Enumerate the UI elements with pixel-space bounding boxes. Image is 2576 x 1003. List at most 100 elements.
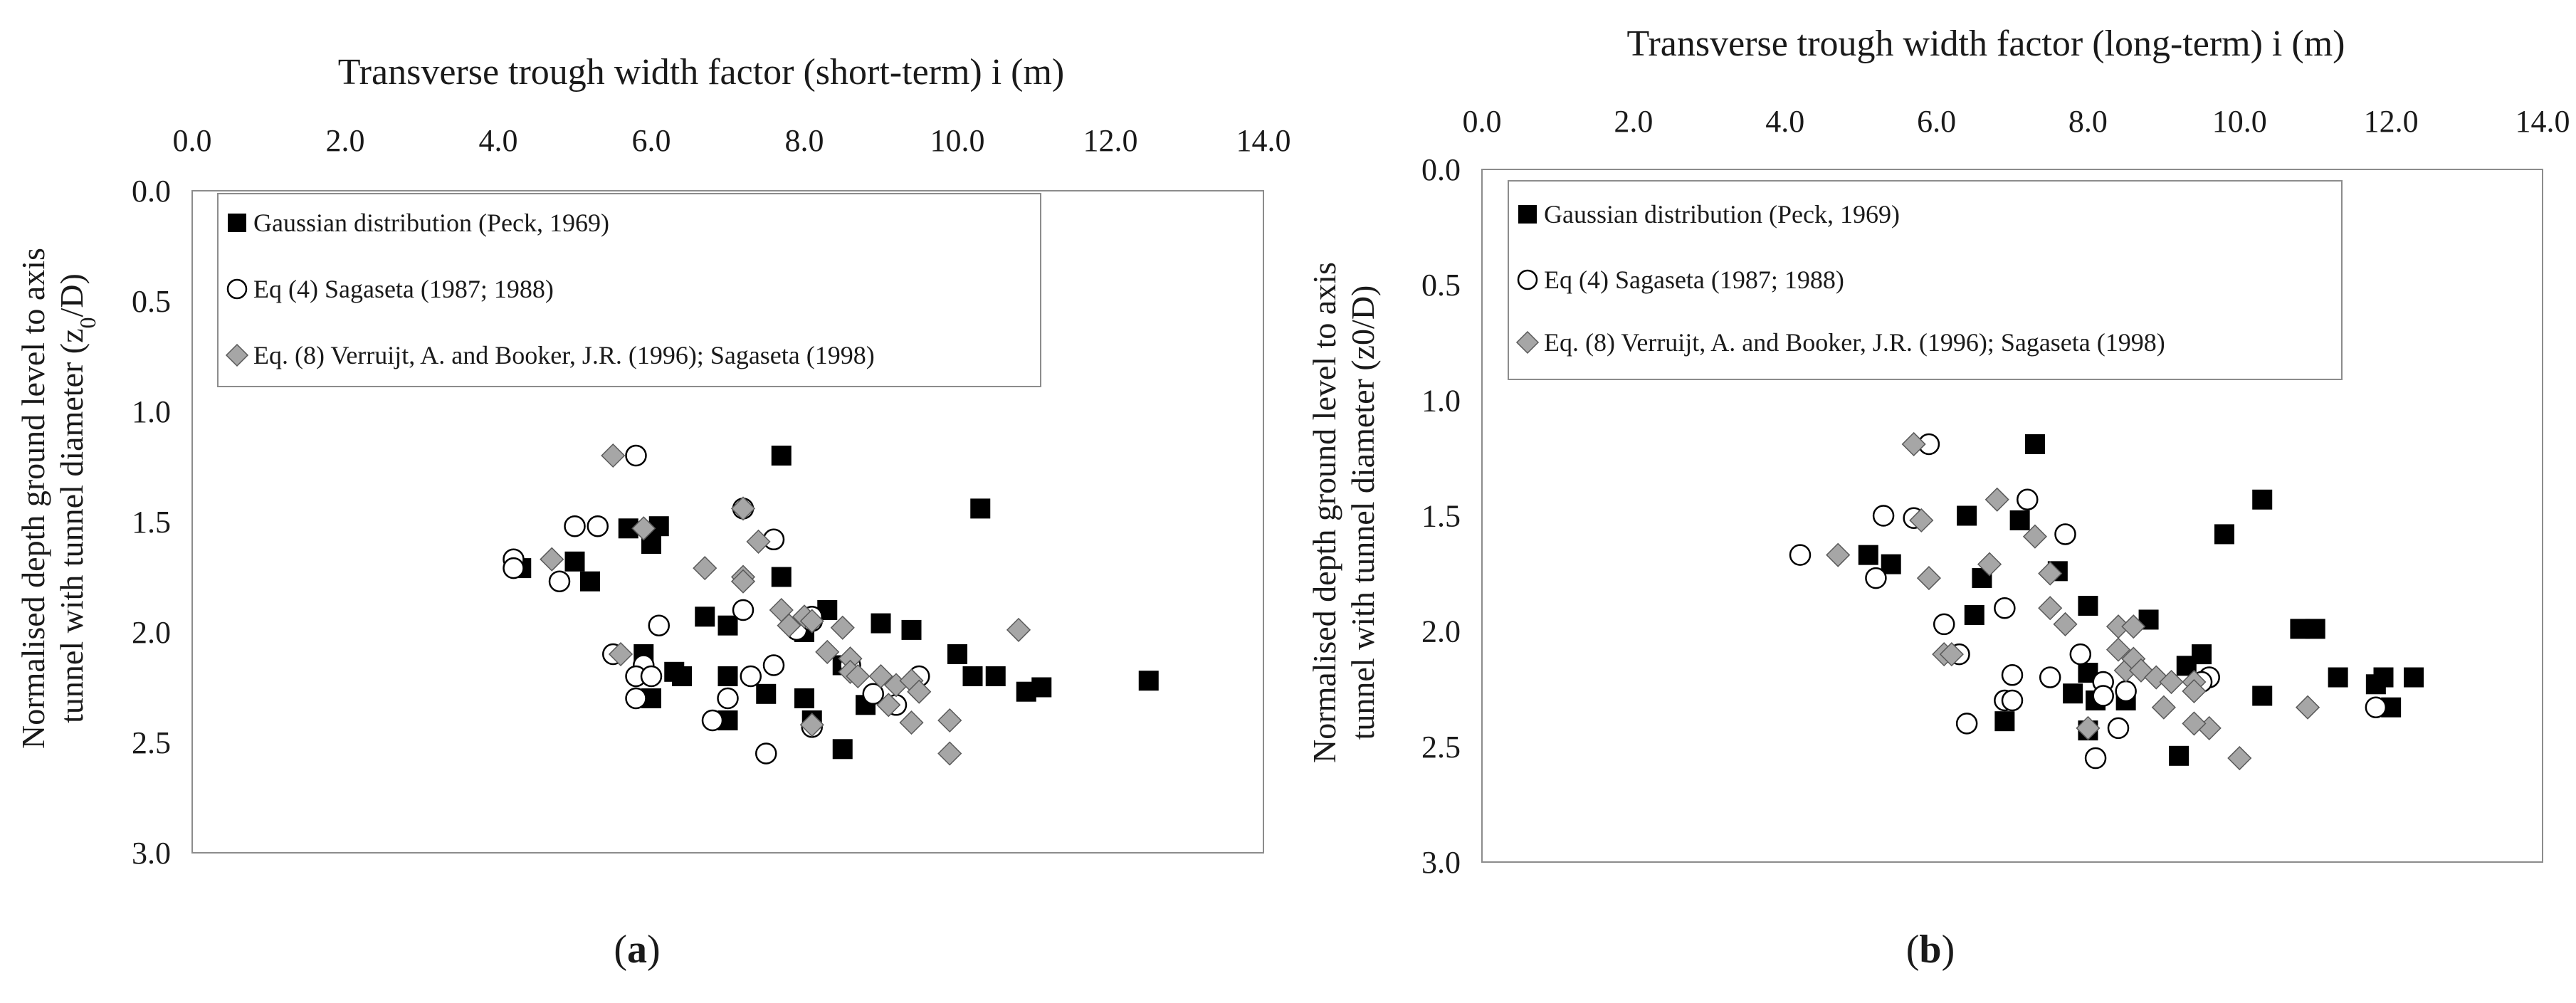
chart-a-point-gaussian [832,739,853,760]
chart-b-point-verruijt [2106,637,2131,662]
chart-a-series-gaussian [511,446,1159,760]
chart-a-x-tick-label: 0.0 [173,123,212,158]
chart-a-y-tick-label: 3.0 [132,836,171,871]
chart-b-legend-marker-verruijt [1515,330,1540,355]
chart-b-point-verruijt [2053,611,2078,636]
chart-a-point-gaussian [564,551,585,572]
chart-b-panel-label: (b) [1906,928,1955,972]
chart-b-point-verruijt [2022,524,2047,549]
chart-a-point-gaussian [771,567,792,587]
chart-a-point-verruijt [693,556,717,581]
chart-a-y-ticks: 0.0 0.5 1.0 1.5 2.0 2.5 3.0 [132,174,171,871]
chart-b-point-gaussian [1964,604,1984,625]
chart-b-point-verruijt [2038,596,2063,621]
chart-a-point-verruijt [608,641,634,667]
chart-b-point-sagaseta [2001,664,2024,686]
chart-a-x-tick-label: 12.0 [1083,123,1138,158]
chart-a-point-gaussian [871,613,891,634]
chart-a-marks [503,443,1159,766]
chart-b-point-verruijt [1939,642,1964,667]
chart-b-legend-label-sagaseta: Eq (4) Sagaseta (1987; 1988) [1544,266,1844,294]
chart-b-point-gaussian [2009,510,2030,530]
chart-b-x-tick-label: 4.0 [1765,104,1804,139]
chart-a-point-gaussian [756,683,777,704]
chart-a-y-tick-label: 0.0 [132,174,171,209]
chart-a-legend-box [217,193,1041,387]
chart-b-legend-marker-gaussian [1518,205,1537,224]
chart-b-x-tick-label: 12.0 [2364,104,2419,139]
chart-b-point-gaussian [2214,524,2234,545]
chart-b-y-tick-label: 3.0 [1421,845,1461,880]
chart-b-legend-marker-sagaseta [1517,269,1538,290]
chart-b-point-gaussian [2305,619,2325,639]
chart-a-plot-area [191,190,1264,854]
chart-a-point-verruijt [846,663,871,689]
chart-a-point-verruijt [937,741,962,766]
chart-b-point-sagaseta [2365,696,2387,718]
chart-b-point-gaussian [1858,545,1878,565]
chart-b-ylabel-line2: tunnel with tunnel diameter (z0/D) [1345,285,1381,740]
chart-b-point-gaussian [1957,505,1977,526]
chart-b-x-tick-label: 8.0 [2068,104,2108,139]
chart-b-point-gaussian [2063,683,2083,704]
chart-b-point-sagaseta [2069,643,2092,666]
chart-b-y-tick-label: 0.5 [1421,268,1461,303]
chart-a-point-sagaseta [755,742,777,765]
chart-a-point-verruijt [830,615,855,640]
chart-b-point-verruijt [2076,715,2101,740]
chart-a-point-sagaseta [625,444,647,467]
chart-b-legend: Gaussian distribution (Peck, 1969) Eq (4… [1508,180,2343,380]
chart-a-x-tick-label: 6.0 [632,123,671,158]
chart-b-series-gaussian [1858,434,2424,766]
chart-a-point-verruijt [730,496,756,521]
chart-b-y-tick-label: 2.5 [1421,730,1461,765]
chart-b-ylabel-line1: Normalised depth ground level to axis [1306,262,1342,763]
chart-a-point-verruijt [730,569,756,594]
chart-a-point-sagaseta [625,687,647,710]
chart-a-point-gaussian [672,666,692,686]
chart-a-point-gaussian [985,666,1006,686]
chart-a-point-sagaseta [548,570,571,592]
chart-b-series-sagaseta [1789,433,2387,770]
chart-a-legend-label-verruijt: Eq. (8) Verruijt, A. and Booker, J.R. (1… [253,341,875,369]
chart-b-series-verruijt [1826,431,2320,771]
chart-b-point-gaussian [2169,745,2189,766]
chart-b-point-verruijt [1916,566,1941,591]
chart-b-point-sagaseta [2039,666,2061,688]
chart-b-point-verruijt [1977,552,2002,577]
chart-a-title: Transverse trough width factor (short-te… [338,52,1065,93]
chart-b-point-sagaseta [2092,685,2114,707]
chart-a-point-gaussian [947,644,967,664]
chart-a-point-sagaseta [587,515,609,537]
chart-b-y-tick-label: 2.0 [1421,614,1461,649]
chart-a-point-verruijt [876,693,901,718]
chart-a-point-sagaseta [732,599,755,621]
chart-a-point-verruijt [777,613,801,638]
chart-a-point-verruijt [746,529,771,554]
chart-b-legend-label-verruijt: Eq. (8) Verruijt, A. and Booker, J.R. (1… [1544,328,2165,357]
chart-b-x-tick-label: 14.0 [2515,104,2570,139]
chart-a-point-verruijt [540,547,564,572]
chart-panel-b: Transverse trough width factor (long-ter… [1306,23,2570,972]
chart-a-point-sagaseta [648,614,670,636]
chart-b-point-sagaseta [1865,567,1887,589]
chart-a-point-verruijt [631,516,656,541]
chart-b-point-sagaseta [2107,717,2130,740]
chart-b-point-verruijt [1909,508,1934,533]
chart-b-x-tick-label: 10.0 [2212,104,2267,139]
chart-b-point-sagaseta [2054,523,2076,545]
chart-b-point-verruijt [2121,614,2146,639]
chart-b-legend-label-gaussian: Gaussian distribution (Peck, 1969) [1544,200,1900,229]
chart-b-point-gaussian [2078,595,2098,616]
chart-a-point-verruijt [907,679,932,704]
chart-a-y-tick-label: 1.0 [132,394,171,429]
chart-a-point-gaussian [695,606,715,627]
chart-b-point-verruijt [2227,745,2252,771]
chart-b-y-ticks: 0.0 0.5 1.0 1.5 2.0 2.5 3.0 [1421,152,1461,880]
chart-a-series-sagaseta [503,444,930,765]
chart-a-point-sagaseta [862,683,884,705]
chart-a-panel-label: (a) [614,928,660,972]
chart-a-x-tick-label: 2.0 [326,123,365,158]
chart-b-point-sagaseta [1994,597,2016,619]
chart-a-y-tick-label: 2.5 [132,725,171,760]
